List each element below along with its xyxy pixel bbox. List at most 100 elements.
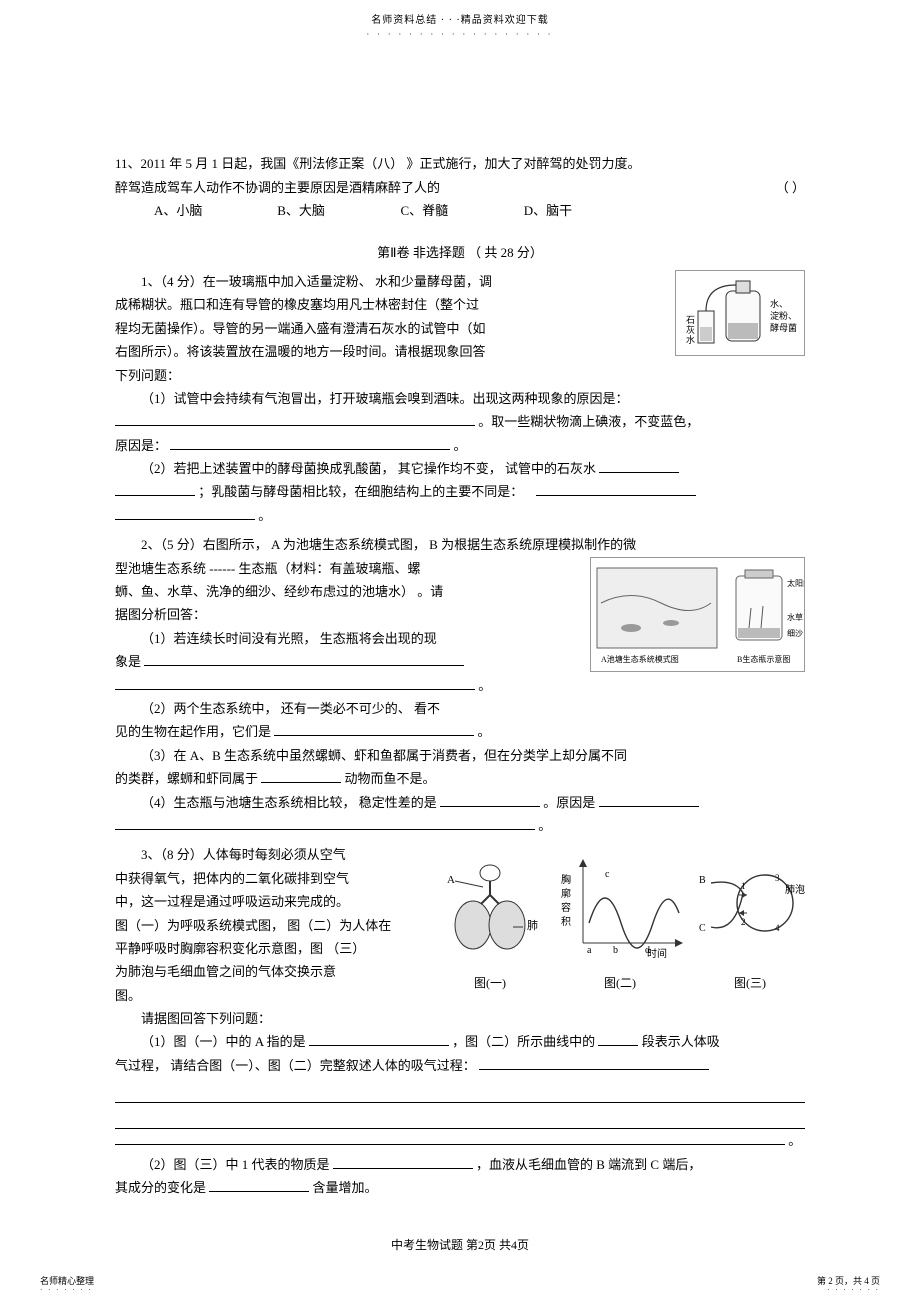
q1-sub2a: （2）若把上述装置中的酵母菌换成乳酸菌， 其它操作均不变， 试管中的石灰水 [141, 461, 599, 476]
svg-text:b: b [613, 945, 618, 956]
q2-sub4c-wrap: 。 [115, 814, 805, 837]
svg-text:1: 1 [741, 881, 746, 891]
q3-sub1a: （1）图（一）中的 A 指的是 [141, 1034, 309, 1049]
question-3: A 肺 图(一) a [115, 843, 805, 1199]
q2-sub1c: 。 [478, 678, 491, 693]
svg-text:2: 2 [741, 917, 746, 927]
svg-text:容: 容 [561, 901, 571, 914]
q1-sub1d: 。 [454, 438, 467, 453]
q1-sub2-wrap: （2）若把上述装置中的酵母菌换成乳酸菌， 其它操作均不变， 试管中的石灰水 [115, 457, 805, 480]
q2-sub4-wrap: （4）生态瓶与池塘生态系统相比较， 稳定性差的是 。原因是 [115, 791, 805, 814]
svg-text:3: 3 [775, 873, 780, 883]
blank-line-2 [115, 1111, 805, 1129]
svg-text:积: 积 [561, 916, 571, 928]
svg-text:c: c [605, 869, 610, 880]
q11-optA: A、小脑 [154, 199, 274, 222]
svg-text:廓: 廓 [561, 887, 571, 900]
q3-sub1d: 气过程， 请结合图（一）、图（二）完整叙述人体的吸气过程： [115, 1058, 479, 1073]
header-note: 名师资料总结 · · ·精品资料欢迎下载 [0, 0, 920, 30]
figure-1: 石 灰 水 水、 淀粉、 酵母菌 [675, 270, 805, 356]
q2-sub2a: （2）两个生态系统中， 还有一类必不可少的、 看不 [115, 697, 805, 720]
q11-optB: B、大脑 [277, 199, 397, 222]
svg-text:肺泡: 肺泡 [785, 883, 805, 896]
q2-sub1c-wrap: 。 [115, 674, 805, 697]
svg-text:灰: 灰 [686, 324, 695, 335]
q3-sub2a: （2）图（三）中 1 代表的物质是 [141, 1157, 333, 1172]
q3-sub2d: 含量增加。 [313, 1180, 378, 1195]
svg-text:淀粉、: 淀粉、 [770, 310, 797, 321]
q11-line2: 醉驾造成驾车人动作不协调的主要原因是酒精麻醉了人的 [115, 180, 440, 195]
svg-text:水草: 水草 [787, 612, 803, 622]
q1-sub1-blank: 。取一些糊状物滴上碘液，不变蓝色， [115, 410, 805, 433]
q1-sub2c-wrap: 。 [115, 504, 805, 527]
svg-text:A: A [447, 874, 455, 886]
svg-text:a: a [587, 945, 592, 956]
svg-text:C: C [699, 923, 706, 934]
svg-text:B生态瓶示意图: B生态瓶示意图 [737, 654, 790, 664]
q3-sub2b: ，血液从毛细血管的 B 端流到 C 端后， [476, 1157, 701, 1172]
ecosystem-diagram: A池塘生态系统模式图 太阳能 水草 细沙 B生态瓶示意图 [591, 558, 804, 671]
q1-sub2b-wrap: ；乳酸菌与酵母菌相比较，在细胞结构上的主要不同是： [115, 480, 805, 503]
q3-sub1-wrap: （1）图（一）中的 A 指的是 ，图（二）所示曲线中的 段表示人体吸 [115, 1030, 805, 1053]
q3-sub2c-wrap: 其成分的变化是 含量增加。 [115, 1176, 805, 1199]
q11-optC: C、脊髓 [401, 199, 521, 222]
svg-text:4: 4 [775, 923, 780, 933]
q2-sub4c: 。 [538, 818, 551, 833]
figure-3-row: A 肺 图(一) a [435, 843, 805, 996]
svg-text:酵母菌: 酵母菌 [770, 322, 797, 333]
q2-sub2b-wrap: 见的生物在起作用，它们是 。 [115, 720, 805, 743]
q2-sub2b: 见的生物在起作用，它们是 [115, 724, 274, 739]
svg-text:肺: 肺 [527, 919, 538, 932]
q2-sub3c: 动物而鱼不是。 [345, 771, 436, 786]
page-content: 11、2011 年 5 月 1 日起，我国《刑法修正案（八） 》正式施行，加大了… [0, 42, 920, 1257]
figure-2: A池塘生态系统模式图 太阳能 水草 细沙 B生态瓶示意图 [590, 557, 805, 672]
q11-line2-wrap: 醉驾造成驾车人动作不协调的主要原因是酒精麻醉了人的 （ ） [115, 176, 805, 199]
svg-text:水、: 水、 [770, 298, 788, 309]
svg-text:细沙: 细沙 [787, 628, 803, 638]
q2-sub3a: （3）在 A、B 生态系统中虽然螺蛳、虾和鱼都属于消费者，但在分类学上却分属不同 [115, 744, 805, 767]
q1-p5: 下列问题： [115, 364, 805, 387]
q3-sub1d-wrap: 气过程， 请结合图（一）、图（二）完整叙述人体的吸气过程： [115, 1054, 805, 1077]
q2-sub4b: 。原因是 [543, 795, 598, 810]
fig3-1: A 肺 图(一) [435, 853, 545, 994]
q1-sub1b: 。取一些糊状物滴上碘液，不变蓝色， [478, 414, 699, 429]
q3-sub1b: ，图（二）所示曲线中的 [452, 1034, 598, 1049]
q2-sub3b: 的类群，螺蛳和虾同属于 [115, 771, 261, 786]
q2-sub1b: 象是 [115, 654, 144, 669]
q3-sub1e-wrap: 。 [115, 1129, 805, 1152]
fig3-cap2: 图(二) [555, 973, 685, 995]
svg-text:胸: 胸 [561, 873, 571, 886]
section2-title: 第Ⅱ卷 非选择题 （ 共 28 分） [115, 241, 805, 264]
footer-page: 中考生物试题 第2页 共4页 [115, 1235, 805, 1257]
q3-sub2-wrap: （2）图（三）中 1 代表的物质是 ，血液从毛细血管的 B 端流到 C 端后， [115, 1153, 805, 1176]
svg-text:水: 水 [686, 334, 695, 345]
q3-sub2c: 其成分的变化是 [115, 1180, 209, 1195]
svg-text:时间: 时间 [647, 947, 667, 960]
svg-text:A池塘生态系统模式图: A池塘生态系统模式图 [601, 654, 679, 664]
q1-sub2c: 。 [258, 508, 271, 523]
footer-left-dots: · · · · · · · [40, 1284, 93, 1297]
fig3-cap3: 图(三) [695, 973, 805, 995]
q11-paren: （ ） [776, 176, 805, 199]
flask-diagram: 石 灰 水 水、 淀粉、 酵母菌 [676, 271, 804, 355]
q2-sub2c: 。 [478, 724, 491, 739]
q3-sub1e: 。 [788, 1133, 801, 1148]
question-2: 2、（5 分）右图所示， A 为池塘生态系统模式图， B 为根据生态系统原理模拟… [115, 533, 805, 837]
question-11: 11、2011 年 5 月 1 日起，我国《刑法修正案（八） 》正式施行，加大了… [115, 152, 805, 222]
blank-line-1 [115, 1085, 805, 1103]
q1-sub1c: 原因是： [115, 438, 167, 453]
q11-optD: D、脑干 [524, 199, 644, 222]
fig3-3: B C 肺泡 1 2 3 4 图(三) [695, 853, 805, 994]
header-dots: · · · · · · · · · · · · · · · · · · [0, 28, 920, 42]
question-1: 石 灰 水 水、 淀粉、 酵母菌 1、（4 分）在一玻璃瓶中加入适量淀粉、 水和… [115, 270, 805, 527]
svg-text:石: 石 [686, 315, 695, 325]
q1-sub1a: （1）试管中会持续有气泡冒出，打开玻璃瓶会嗅到酒味。出现这两种现象的原因是： [115, 387, 805, 410]
q2-sub4a: （4）生态瓶与池塘生态系统相比较， 稳定性差的是 [141, 795, 440, 810]
q1-sub1c-wrap: 原因是： 。 [115, 434, 805, 457]
footer-right-dots: · · · · · · · [827, 1284, 880, 1297]
q2-p1: 2、（5 分）右图所示， A 为池塘生态系统模式图， B 为根据生态系统原理模拟… [115, 533, 805, 556]
fig3-2: a b d c 胸 廓 容 积 时间 图(二) [555, 853, 685, 994]
q2-sub3b-wrap: 的类群，螺蛳和虾同属于 动物而鱼不是。 [115, 767, 805, 790]
q3-p8: 请据图回答下列问题： [115, 1007, 805, 1030]
q1-sub2b: ；乳酸菌与酵母菌相比较，在细胞结构上的主要不同是： [198, 484, 523, 499]
